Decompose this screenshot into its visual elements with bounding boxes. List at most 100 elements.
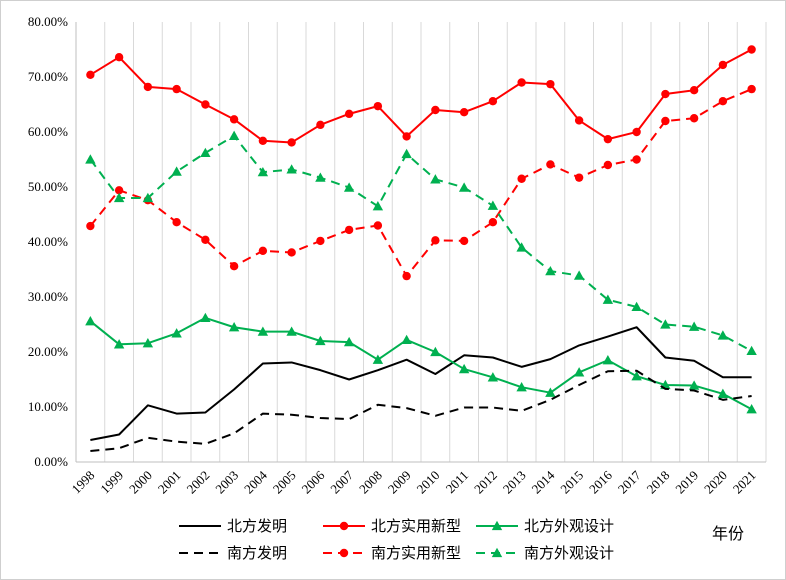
data-point (431, 105, 440, 115)
data-point (631, 371, 642, 381)
x-tick-label: 1999 (97, 468, 126, 497)
data-point (201, 100, 210, 109)
data-point (114, 53, 124, 62)
x-tick-label: 2005 (270, 468, 299, 497)
data-point (142, 192, 154, 203)
data-point (746, 404, 757, 414)
legend-item: 北方发明 (179, 517, 287, 535)
data-point (661, 116, 670, 126)
y-tick-label: 50.00% (28, 179, 68, 194)
y-tick-label: 70.00% (28, 69, 68, 84)
data-point (516, 382, 527, 392)
data-point (228, 322, 240, 332)
data-point (516, 242, 527, 252)
data-point (401, 334, 412, 345)
data-point (717, 330, 729, 340)
series-5 (86, 84, 756, 281)
data-point (316, 236, 325, 246)
data-point (316, 120, 325, 130)
data-point (401, 148, 412, 159)
data-point (85, 154, 96, 164)
data-point (85, 316, 96, 326)
data-point (545, 265, 556, 276)
legend-item: 南方外观设计 (476, 544, 614, 562)
x-tick-label: 2011 (443, 468, 472, 497)
legend-item: 北方外观设计 (476, 517, 614, 535)
data-point (517, 78, 526, 87)
data-point (488, 218, 498, 227)
data-point (229, 262, 239, 271)
x-axis-title: 年份 (712, 524, 744, 543)
data-point (86, 221, 95, 231)
data-point (602, 355, 614, 365)
y-tick-label: 0.00% (34, 454, 68, 469)
x-tick-label: 2002 (184, 468, 213, 497)
legend-label: 北方发明 (227, 517, 287, 535)
data-point (574, 173, 584, 182)
data-point (488, 97, 498, 106)
data-point (718, 97, 728, 106)
legend-marker (491, 520, 503, 531)
data-point (431, 236, 440, 245)
series-1 (90, 326, 752, 441)
series-line (90, 369, 752, 452)
data-point (257, 166, 269, 177)
data-point (660, 319, 671, 329)
data-point (632, 127, 641, 137)
x-tick-label: 2020 (701, 468, 730, 497)
series-line (89, 134, 753, 352)
series-line (89, 316, 753, 411)
data-point (746, 345, 757, 356)
data-point (631, 301, 642, 312)
data-point (229, 115, 239, 124)
x-tick-label: 2013 (500, 468, 529, 497)
data-point (661, 89, 670, 99)
data-point (372, 201, 384, 211)
series-3 (85, 312, 757, 414)
data-point (718, 60, 728, 70)
data-point (402, 132, 411, 141)
y-tick-label: 60.00% (28, 124, 68, 139)
data-point (343, 336, 355, 347)
data-point (487, 200, 499, 210)
data-point (143, 82, 153, 92)
data-point (344, 109, 354, 119)
data-point (546, 160, 555, 169)
data-point (344, 225, 354, 235)
legend-item: 北方实用新型 (323, 517, 461, 535)
series-4 (90, 369, 752, 452)
y-tick-label: 20.00% (28, 344, 68, 359)
data-point (602, 294, 614, 304)
data-point (86, 70, 95, 80)
x-tick-label: 2015 (557, 468, 586, 497)
y-tick-label: 10.00% (28, 399, 68, 414)
x-tick-label: 2019 (672, 468, 701, 497)
data-point (717, 388, 729, 398)
series-group (85, 45, 757, 452)
data-point (430, 174, 441, 184)
data-point (546, 79, 555, 89)
data-point (459, 108, 469, 117)
data-point (257, 326, 269, 336)
legend-item: 南方实用新型 (323, 544, 461, 562)
data-point (603, 134, 613, 144)
data-point (372, 354, 384, 364)
data-point (747, 84, 756, 94)
y-tick-label: 30.00% (28, 289, 68, 304)
data-point (286, 326, 297, 336)
x-tick-label: 2007 (327, 467, 356, 496)
data-point (689, 86, 699, 95)
data-point (113, 192, 125, 203)
series-line (90, 326, 752, 441)
data-point (459, 236, 469, 246)
data-point (258, 136, 268, 145)
data-point (114, 186, 124, 195)
data-point (603, 160, 613, 170)
data-point (172, 84, 181, 94)
legend-label: 南方实用新型 (371, 544, 461, 562)
data-point (373, 221, 383, 230)
data-point (315, 335, 326, 346)
